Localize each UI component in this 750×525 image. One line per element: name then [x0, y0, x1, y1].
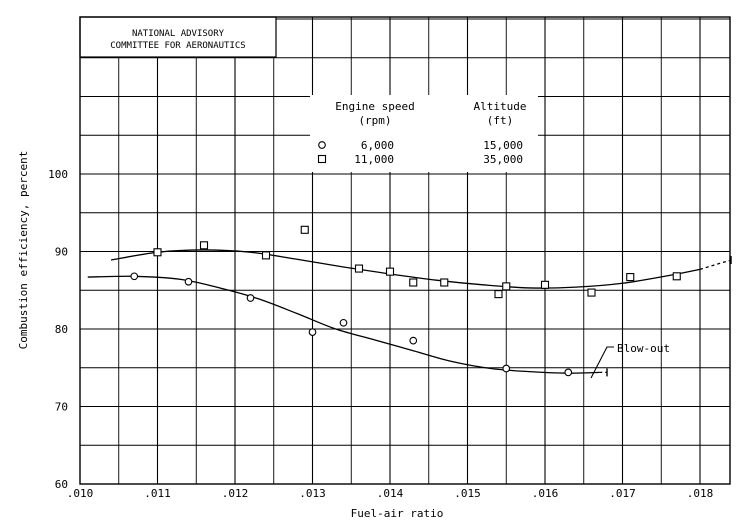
y-axis-label: Combustion efficiency, percent [17, 151, 30, 350]
data-point-circle [502, 364, 511, 373]
data-point-square [153, 248, 162, 257]
x-tick-label: .014 [377, 487, 404, 500]
header-line-1: NATIONAL ADVISORY [132, 29, 225, 39]
y-tick-label: 80 [55, 323, 68, 336]
x-tick-label: .013 [299, 487, 326, 500]
y-tick-label: 100 [48, 168, 68, 181]
data-point-square [587, 288, 596, 297]
x-tick-label: .012 [222, 487, 249, 500]
data-point-circle [564, 368, 573, 377]
circle-series-curve [87, 275, 600, 374]
x-tick-label: .016 [532, 487, 559, 500]
x-tick-label: .018 [687, 487, 714, 500]
y-tick-label: 90 [55, 246, 68, 259]
blow-out-label: Blow-out [617, 342, 670, 355]
data-point-square [199, 241, 209, 250]
data-point-square [672, 272, 681, 281]
legend-speed-unit: (rpm) [358, 114, 391, 127]
legend-speed-row-1: 6,000 [361, 139, 394, 152]
x-tick-label: .017 [609, 487, 636, 500]
legend-altitude-row-2: 35,000 [483, 153, 523, 166]
square-series-curve [110, 249, 701, 289]
x-tick-label: .011 [144, 487, 171, 500]
data-point-circle [308, 328, 317, 336]
legend-speed-row-2: 11,000 [354, 153, 394, 166]
legend-altitude-unit: (ft) [487, 114, 514, 127]
data-point-square [502, 282, 511, 291]
header-box: NATIONAL ADVISORY COMMITTEE FOR AERONAUT… [79, 16, 277, 58]
data-point-circle [130, 272, 139, 281]
y-tick-labels: 60 70 80 90 100 [48, 168, 68, 491]
legend-speed-header: Engine speed [335, 100, 414, 113]
data-point-circle [246, 294, 255, 302]
curves [87, 249, 732, 377]
data-point-square [409, 278, 418, 287]
data-point-square [626, 273, 635, 282]
points [130, 225, 681, 377]
data-point-circle [184, 277, 193, 286]
data-point-square [494, 290, 503, 299]
data-point-square [385, 267, 395, 276]
y-tick-label: 70 [55, 401, 68, 414]
data-point-circle [409, 336, 418, 345]
plot-frame [79, 16, 731, 485]
data-point-square [540, 280, 550, 289]
legend: Engine speed (rpm) Altitude (ft) 6,000 1… [310, 95, 538, 172]
legend-altitude-row-1: 15,000 [483, 139, 523, 152]
x-tick-label: .015 [454, 487, 481, 500]
x-tick-label: .010 [67, 487, 94, 500]
data-point-square [300, 225, 309, 234]
y-tick-label: 60 [55, 478, 68, 491]
x-axis-label: Fuel-air ratio [351, 507, 444, 520]
data-point-square [440, 278, 449, 287]
legend-circle-marker [318, 141, 326, 149]
data-point-circle [339, 318, 348, 327]
header-line-2: COMMITTEE FOR AERONAUTICS [110, 41, 245, 51]
blow-out-annotation: Blow-out [590, 342, 670, 379]
square-series-extension [699, 259, 732, 270]
data-point-square [261, 251, 271, 260]
x-tick-labels: .010 .011 .012 .013 .014 .015 .016 .017 .018 [67, 487, 714, 500]
legend-altitude-header: Altitude [474, 100, 527, 113]
data-point-square [354, 264, 364, 273]
legend-square-marker [317, 154, 327, 164]
